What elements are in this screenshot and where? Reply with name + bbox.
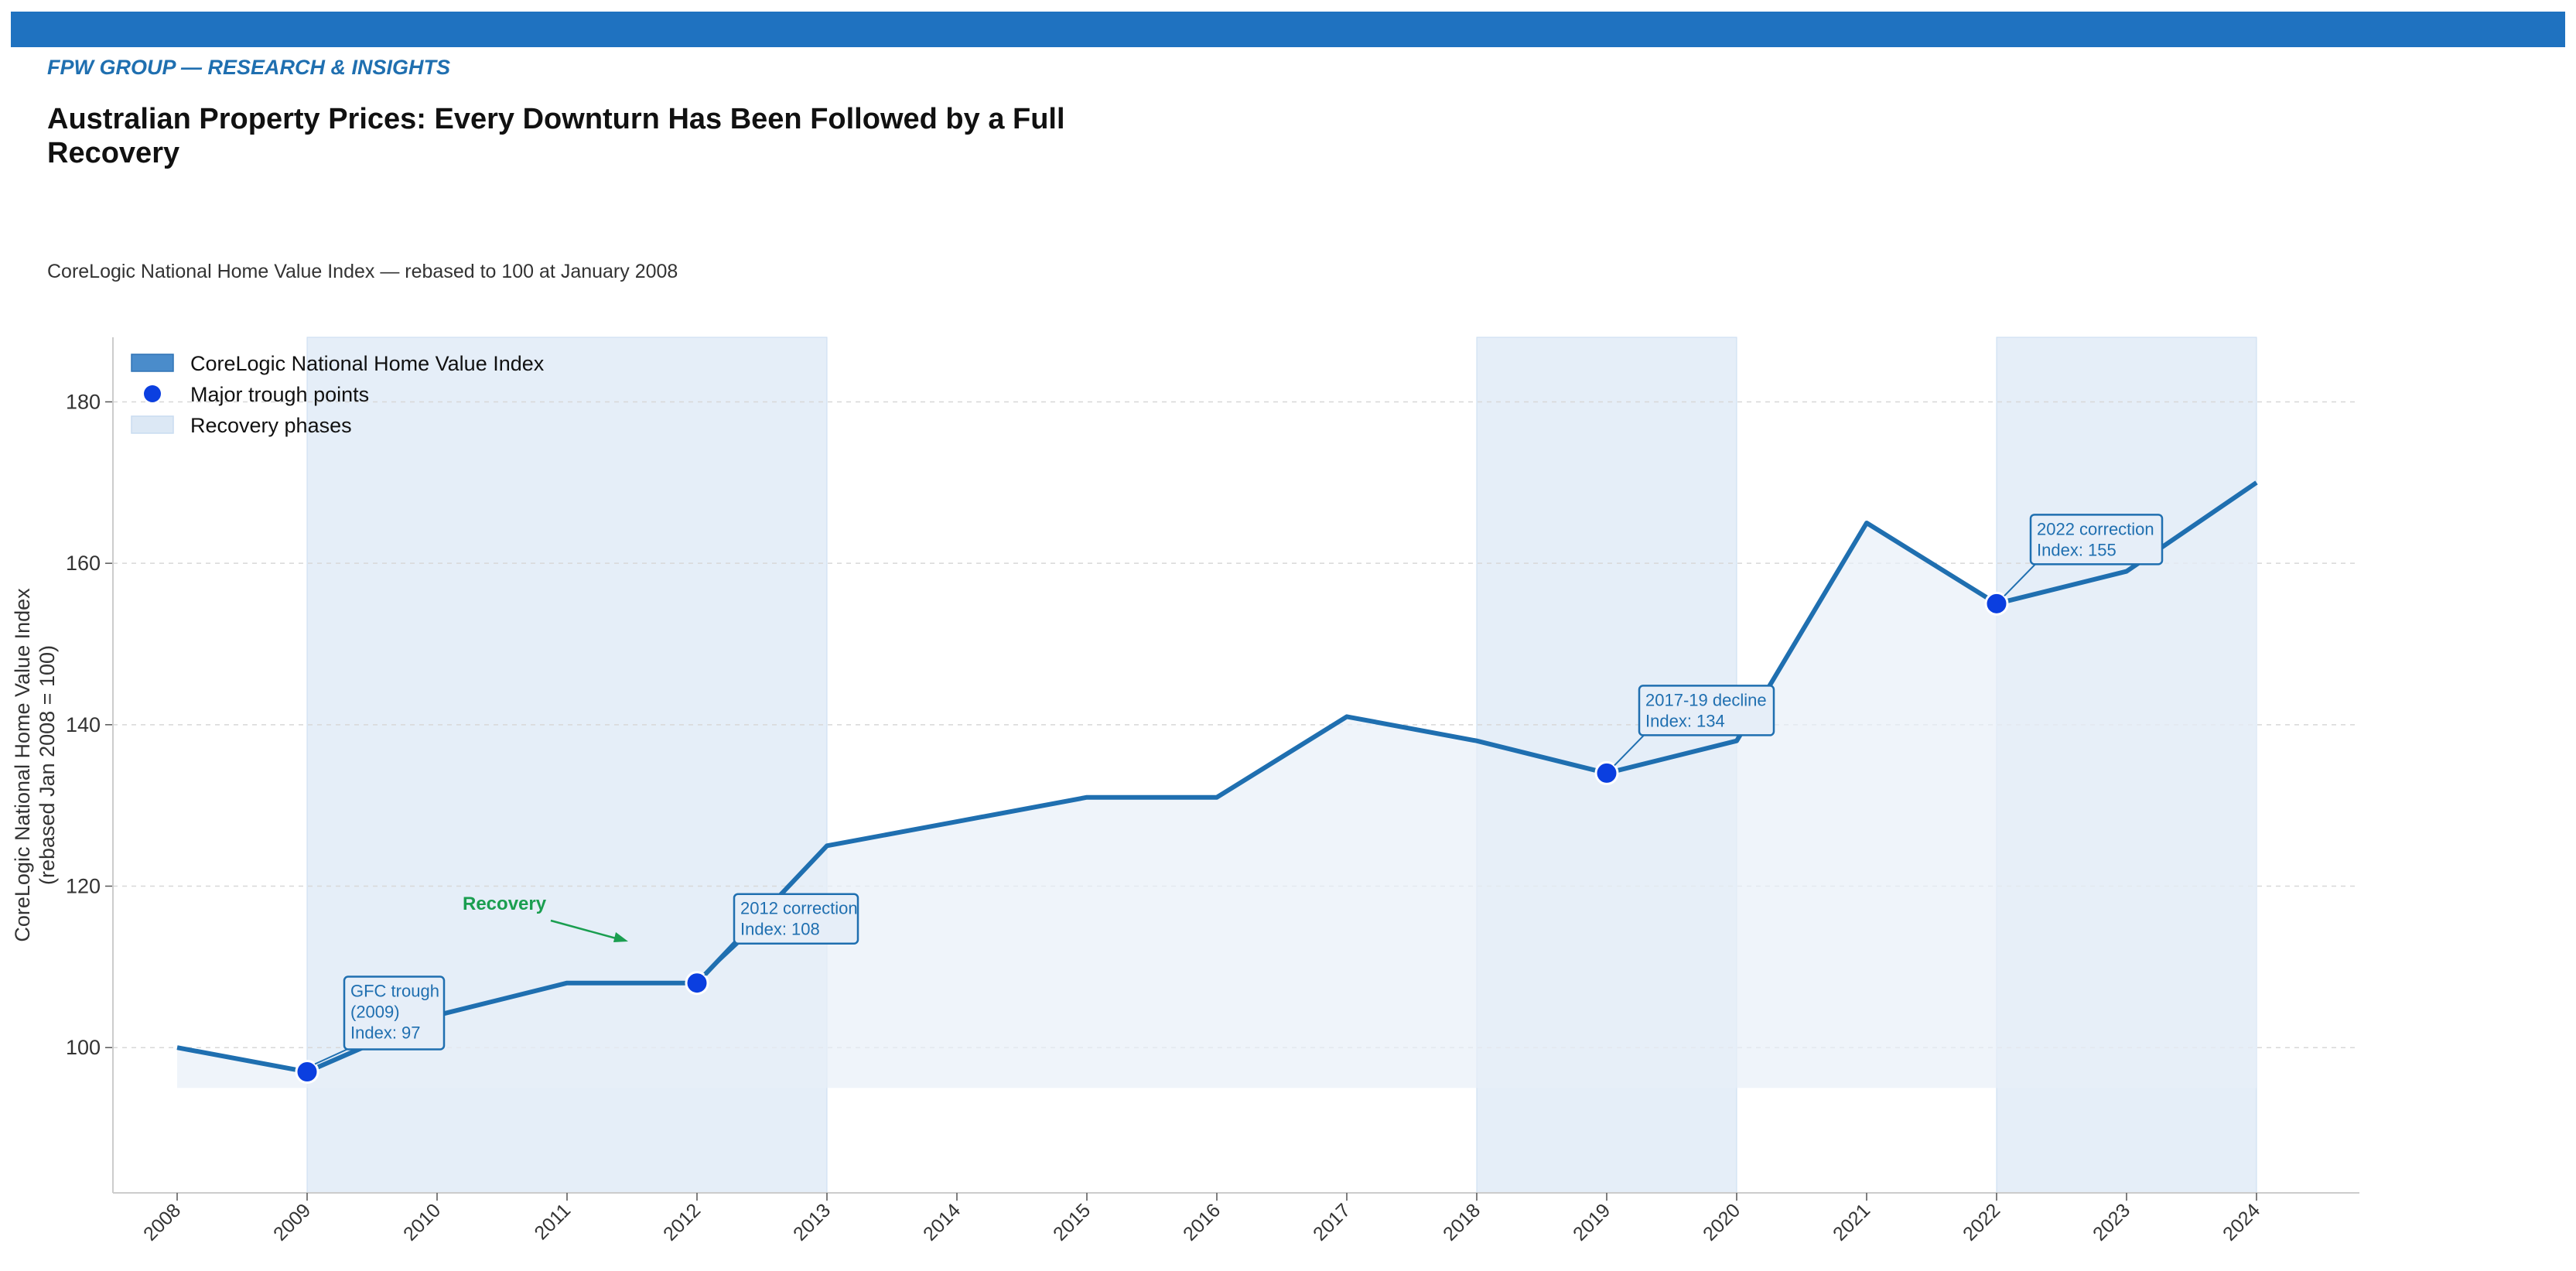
x-tick-label: 2020 bbox=[1699, 1199, 1744, 1245]
annotation-leader bbox=[1614, 733, 1646, 767]
x-tick-label: 2009 bbox=[269, 1199, 315, 1245]
legend-label-recovery: Recovery phases bbox=[190, 414, 352, 437]
x-tick-label: 2023 bbox=[2089, 1199, 2134, 1245]
x-tick-label: 2016 bbox=[1179, 1199, 1225, 1245]
x-tick-label: 2014 bbox=[919, 1199, 965, 1245]
annotation: 2017-19 decline Index: 134 bbox=[1614, 685, 1775, 767]
annotation-text: 2022 correction Index: 155 bbox=[2037, 519, 2154, 559]
legend-swatch-index bbox=[131, 354, 174, 372]
y-axis-label: CoreLogic National Home Value Index(reba… bbox=[11, 588, 59, 942]
x-tick-label: 2011 bbox=[530, 1199, 575, 1244]
brand-bar bbox=[11, 12, 2565, 47]
y-tick-label: 180 bbox=[66, 390, 101, 413]
recovery-arrow bbox=[550, 919, 620, 941]
x-tick-label: 2012 bbox=[659, 1199, 705, 1245]
series-line bbox=[176, 480, 2258, 1075]
annotation-text: GFC trough (2009) Index: 97 bbox=[350, 981, 439, 1042]
recovery-arrowhead bbox=[613, 932, 628, 942]
annotation-leader bbox=[314, 1047, 351, 1065]
x-tick-label: 2015 bbox=[1049, 1199, 1095, 1245]
annotation-box bbox=[2029, 514, 2164, 565]
y-tick-label: 160 bbox=[66, 552, 101, 575]
x-tick-label: 2018 bbox=[1439, 1199, 1484, 1245]
trough-point bbox=[1594, 760, 1619, 785]
trough-point bbox=[295, 1059, 319, 1084]
trough-point bbox=[1984, 591, 2009, 616]
y-tick-label: 120 bbox=[66, 875, 101, 898]
x-tick-label: 2024 bbox=[2219, 1199, 2264, 1245]
x-tick-label: 2013 bbox=[789, 1199, 835, 1245]
x-tick-label: 2008 bbox=[139, 1199, 185, 1245]
legend-swatch-trough bbox=[144, 385, 161, 402]
annotation-box bbox=[1638, 685, 1775, 736]
x-tick-label: 2019 bbox=[1569, 1199, 1614, 1245]
annotation: GFC trough (2009) Index: 97 bbox=[314, 975, 446, 1065]
y-tick-label: 140 bbox=[66, 713, 101, 736]
annotation: 2022 correction Index: 155 bbox=[2004, 514, 2164, 597]
legend-swatch-recovery bbox=[131, 415, 174, 434]
brand-label: FPW GROUP — RESEARCH & INSIGHTS bbox=[47, 56, 451, 79]
series-area bbox=[177, 482, 2257, 1088]
y-tick-label: 100 bbox=[66, 1036, 101, 1059]
x-tick-label: 2021 bbox=[1829, 1199, 1874, 1245]
chart-title: Australian Property Prices: Every Downtu… bbox=[47, 103, 1065, 169]
x-tick-label: 2022 bbox=[1959, 1199, 2004, 1245]
recovery-label: Recovery bbox=[463, 893, 547, 914]
chart-subtitle: CoreLogic National Home Value Index — re… bbox=[47, 261, 678, 282]
x-tick-label: 2017 bbox=[1309, 1199, 1355, 1245]
legend: CoreLogic National Home Value Index Major… bbox=[131, 352, 545, 437]
recovery-annotation: Recovery bbox=[463, 893, 628, 942]
annotation-leader bbox=[704, 941, 741, 976]
annotation-leader bbox=[2004, 562, 2038, 597]
trough-point bbox=[685, 971, 709, 996]
annotation-box bbox=[733, 893, 859, 945]
x-tick-label: 2010 bbox=[399, 1199, 445, 1245]
annotation-box bbox=[343, 975, 446, 1051]
annotation-text: 2017-19 decline Index: 134 bbox=[1645, 690, 1767, 730]
legend-label-index: CoreLogic National Home Value Index bbox=[190, 352, 545, 375]
annotation-text: 2012 correction Index: 108 bbox=[740, 899, 858, 939]
annotation: 2012 correction Index: 108 bbox=[704, 893, 859, 976]
legend-label-trough: Major trough points bbox=[190, 383, 369, 406]
